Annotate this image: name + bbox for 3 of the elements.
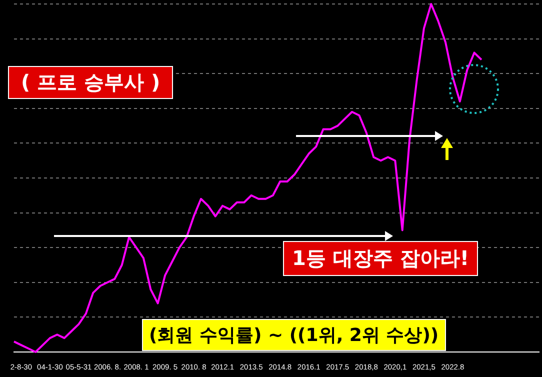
annotation: (회원 수익률) ~ ((1위, 2위 수상)) [142,319,446,351]
annotation: 1등 대장주 잡아라! [283,241,478,276]
annotation: ( 프로 승부사 ) [8,66,174,99]
